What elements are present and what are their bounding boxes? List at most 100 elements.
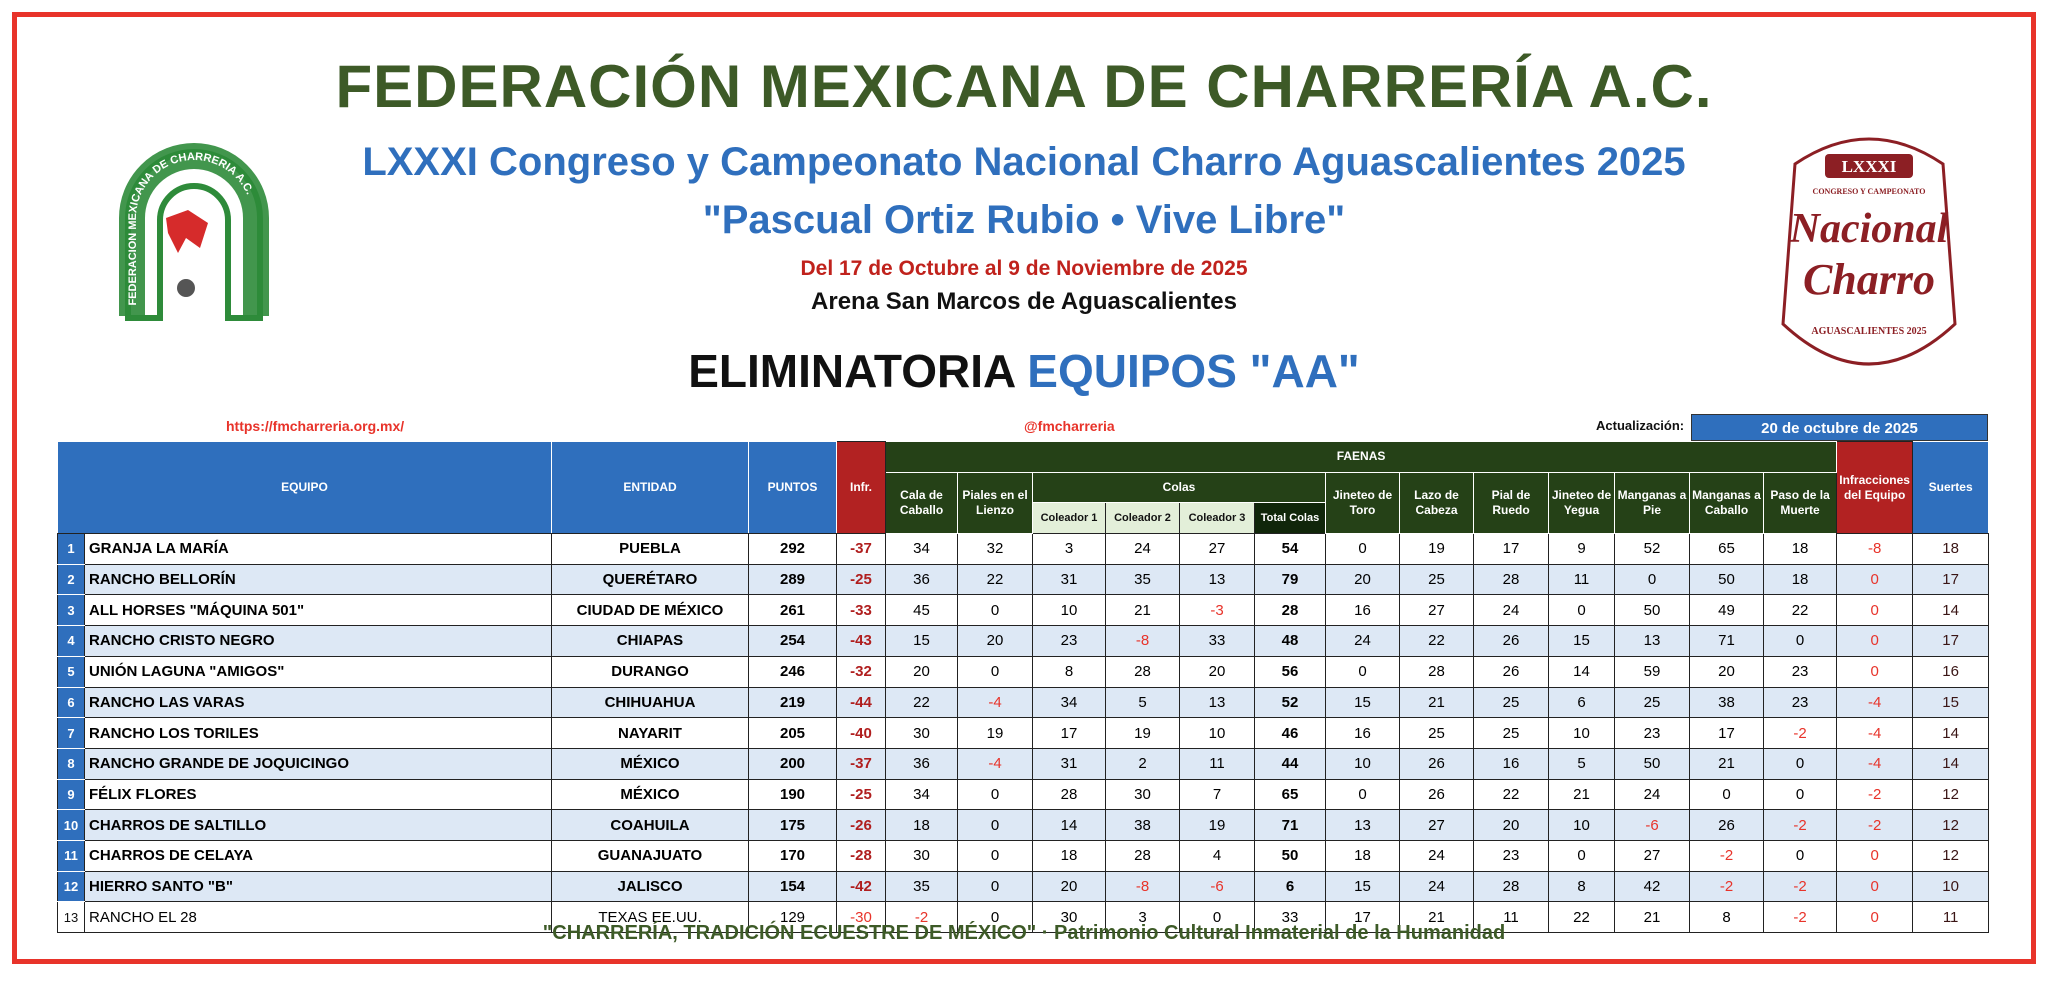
cell-piales: 19 <box>957 717 1033 749</box>
cell-total-colas: 44 <box>1254 747 1326 780</box>
table-row: 5 UNIÓN LAGUNA "AMIGOS" DURANGO 246 -32 20 0 8 2… <box>57 655 1990 688</box>
cell-total-colas: 46 <box>1254 717 1326 749</box>
cell-coleador-3: 13 <box>1179 686 1255 719</box>
cell-jineteo-toro: 16 <box>1325 717 1400 749</box>
cell-suertes: 12 <box>1912 839 1990 872</box>
svg-text:LXXXI: LXXXI <box>1842 157 1897 176</box>
cell-paso: 18 <box>1762 563 1838 596</box>
cell-cala: 35 <box>885 870 958 903</box>
table-row: 6 RANCHO LAS VARAS CHIHUAHUA 219 -44 22 -4 34 5 1… <box>57 686 1990 719</box>
cell-infractions: -33 <box>836 594 886 627</box>
cell-infractions: -43 <box>836 625 886 657</box>
col-puntos: PUNTOS <box>748 440 837 535</box>
cell-lazo: 21 <box>1399 901 1474 933</box>
cell-jineteo-toro: 10 <box>1325 747 1400 780</box>
cell-jineteo-yegua: 6 <box>1548 686 1615 719</box>
cell-coleador-3: 20 <box>1179 655 1255 688</box>
cell-paso: -2 <box>1762 870 1838 903</box>
cell-paso: 0 <box>1762 747 1838 780</box>
col-suertes: Suertes <box>1912 440 1990 535</box>
cell-team: CHARROS DE SALTILLO <box>84 809 552 841</box>
cell-team-infractions: 0 <box>1836 625 1914 657</box>
cell-coleador-2: 24 <box>1105 533 1180 565</box>
cell-cala: 30 <box>885 839 958 872</box>
cell-manganas-pie: 59 <box>1614 655 1690 688</box>
cell-paso: 22 <box>1762 594 1838 627</box>
section-heading: ELIMINATORIA EQUIPOS "AA" <box>0 344 2048 398</box>
cell-piales: 0 <box>957 778 1033 811</box>
cell-rank: 13 <box>57 901 85 933</box>
cell-coleador-3: 11 <box>1179 747 1255 780</box>
cell-team-infractions: 0 <box>1836 563 1914 596</box>
cell-piales: 0 <box>957 839 1033 872</box>
cell-team-infractions: -2 <box>1836 809 1914 841</box>
cell-state: COAHUILA <box>551 809 749 841</box>
update-date: 20 de octubre de 2025 <box>1691 414 1988 441</box>
cell-coleador-2: 28 <box>1105 655 1180 688</box>
cell-coleador-2: 3 <box>1105 901 1180 933</box>
cell-manganas-caballo: 49 <box>1689 594 1764 627</box>
cell-coleador-1: 10 <box>1032 594 1106 627</box>
cell-rank: 4 <box>57 625 85 657</box>
cell-coleador-3: -6 <box>1179 870 1255 903</box>
cell-manganas-pie: 23 <box>1614 717 1690 749</box>
cell-manganas-caballo: 8 <box>1689 901 1764 933</box>
cell-manganas-pie: 24 <box>1614 778 1690 811</box>
cell-rank: 1 <box>57 533 85 565</box>
cell-lazo: 22 <box>1399 625 1474 657</box>
cell-manganas-pie: 50 <box>1614 594 1690 627</box>
table-row: 13 RANCHO EL 28 TEXAS EE.UU. 129 -30 -2 0 30 3 0 3… <box>57 901 1990 933</box>
cell-coleador-2: 38 <box>1105 809 1180 841</box>
col-equipo: EQUIPO <box>57 440 552 535</box>
cell-state: MÉXICO <box>551 747 749 780</box>
svg-text:Nacional: Nacional <box>1789 206 1949 252</box>
cell-coleador-3: 27 <box>1179 533 1255 565</box>
cell-team-infractions: -4 <box>1836 717 1914 749</box>
cell-coleador-1: 20 <box>1032 870 1106 903</box>
cell-team: RANCHO GRANDE DE JOQUICINGO <box>84 747 552 780</box>
cell-manganas-pie: 21 <box>1614 901 1690 933</box>
website-link[interactable]: https://fmcharreria.org.mx/ <box>226 418 405 434</box>
cell-piales: 22 <box>957 563 1033 596</box>
cell-pial: 24 <box>1473 594 1549 627</box>
cell-jineteo-toro: 15 <box>1325 686 1400 719</box>
col-cala: Cala de Caballo <box>885 471 958 535</box>
col-coleador-1: Coleador 1 <box>1032 502 1106 535</box>
cell-jineteo-yegua: 11 <box>1548 563 1615 596</box>
cell-jineteo-yegua: 10 <box>1548 809 1615 841</box>
cell-points: 261 <box>748 594 837 627</box>
col-lazo: Lazo de Cabeza <box>1399 471 1474 535</box>
cell-rank: 7 <box>57 717 85 749</box>
cell-team-infractions: 0 <box>1836 655 1914 688</box>
heading-part-1: ELIMINATORIA <box>688 345 1015 397</box>
table-row: 9 FÉLIX FLORES MÉXICO 190 -25 34 0 28 30 7 65 0 26 22… <box>57 778 1990 811</box>
cell-jineteo-toro: 0 <box>1325 655 1400 688</box>
cell-cala: 36 <box>885 747 958 780</box>
cell-coleador-2: 35 <box>1105 563 1180 596</box>
cell-manganas-pie: 27 <box>1614 839 1690 872</box>
cell-rank: 10 <box>57 809 85 841</box>
cell-team: GRANJA LA MARÍA <box>84 533 552 565</box>
cell-manganas-caballo: 21 <box>1689 747 1764 780</box>
cell-coleador-3: -3 <box>1179 594 1255 627</box>
col-coleador-2: Coleador 2 <box>1105 502 1180 535</box>
cell-coleador-2: 21 <box>1105 594 1180 627</box>
cell-suertes: 16 <box>1912 655 1990 688</box>
cell-points: 289 <box>748 563 837 596</box>
cell-piales: 20 <box>957 625 1033 657</box>
cell-points: 219 <box>748 686 837 719</box>
col-total-colas: Total Colas <box>1254 502 1326 535</box>
cell-jineteo-yegua: 10 <box>1548 717 1615 749</box>
social-link[interactable]: @fmcharreria <box>1024 418 1115 434</box>
cell-total-colas: 33 <box>1254 901 1326 933</box>
cell-team: CHARROS DE CELAYA <box>84 839 552 872</box>
table-row: 10 CHARROS DE SALTILLO COAHUILA 175 -26 18 0 14… <box>57 809 1990 841</box>
cell-team-infractions: -4 <box>1836 686 1914 719</box>
cell-infractions: -32 <box>836 655 886 688</box>
cell-rank: 2 <box>57 563 85 596</box>
cell-pial: 16 <box>1473 747 1549 780</box>
table-row: 8 RANCHO GRANDE DE JOQUICINGO MÉXICO 200 -37… <box>57 747 1990 780</box>
cell-paso: 0 <box>1762 778 1838 811</box>
cell-lazo: 28 <box>1399 655 1474 688</box>
cell-piales: 0 <box>957 655 1033 688</box>
